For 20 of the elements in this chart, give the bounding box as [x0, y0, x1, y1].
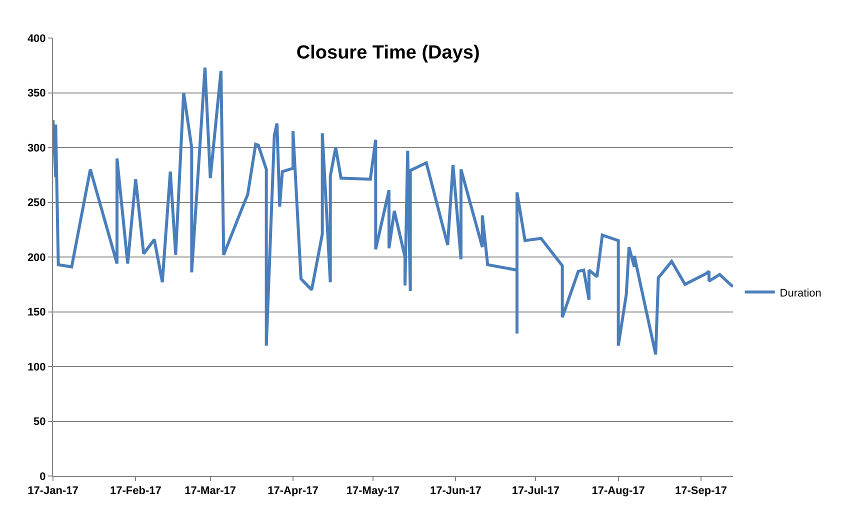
- y-tick-label: 150: [27, 306, 46, 319]
- chart-title: Closure Time (Days): [296, 42, 480, 64]
- x-tick-label: 17-Apr-17: [268, 485, 318, 498]
- y-tick-label: 200: [27, 252, 46, 264]
- y-tick-label: 0: [40, 470, 46, 483]
- y-tick-label: 350: [27, 88, 46, 100]
- x-tick-label: 17-Sep-17: [675, 485, 727, 498]
- x-tick-label: 17-Jul-17: [512, 485, 560, 498]
- y-tick-label: 100: [27, 361, 46, 374]
- y-tick-label: 300: [27, 142, 46, 154]
- y-tick-label: 250: [27, 197, 46, 210]
- x-tick-label: 17-Jun-17: [430, 485, 482, 498]
- x-tick-label: 17-Jan-17: [28, 485, 78, 498]
- y-tick-label: 50: [34, 416, 46, 428]
- x-tick-label: 17-Aug-17: [592, 485, 645, 498]
- x-tick-label: 17-May-17: [346, 485, 400, 498]
- x-tick-label: 17-Mar-17: [184, 485, 236, 498]
- y-tick-label: 400: [27, 32, 46, 45]
- legend-label: Duration: [780, 287, 822, 300]
- x-tick-label: 17-Feb-17: [110, 485, 162, 498]
